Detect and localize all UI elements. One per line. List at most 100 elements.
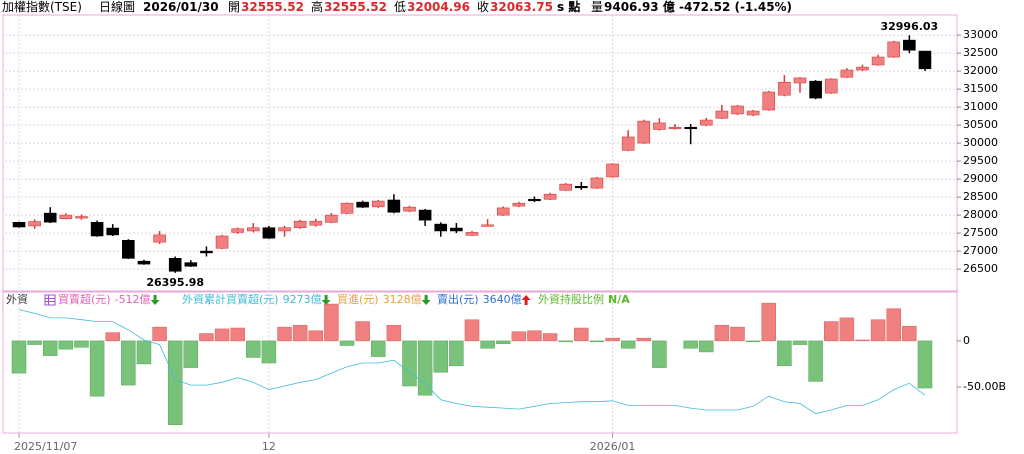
candle-body <box>918 50 932 70</box>
y-tick-label: 31000 <box>963 100 998 113</box>
y-tick-label: 32000 <box>963 64 998 77</box>
candle-body <box>606 163 619 178</box>
candle-body <box>450 227 463 232</box>
field-value: 32555.52 <box>324 0 388 14</box>
bar <box>121 340 136 386</box>
candle-body <box>168 258 182 272</box>
candle-body <box>871 56 885 66</box>
candle-body <box>200 250 213 254</box>
candle-body <box>371 200 385 208</box>
legend-item: 外資持股比例 N/A <box>538 292 630 306</box>
legend-name: 買賣超(元) <box>58 292 111 306</box>
bar <box>808 340 823 382</box>
y-tick-label: 30000 <box>963 136 998 149</box>
bar <box>433 340 448 373</box>
bar <box>199 333 214 342</box>
candle-body <box>59 214 73 220</box>
candle-body <box>184 262 198 267</box>
candle-body <box>543 193 557 200</box>
candle-body <box>231 228 244 233</box>
candle-body <box>481 224 494 227</box>
bar <box>527 330 542 342</box>
period: 日線圖 <box>99 0 136 14</box>
x-tick-label: 2026/01 <box>590 440 636 453</box>
bar <box>152 326 167 342</box>
bar <box>42 340 58 356</box>
field-value: 32004.96 <box>407 0 471 14</box>
bar <box>745 340 761 343</box>
candle-body <box>12 222 26 228</box>
bar <box>870 319 886 342</box>
trend-arrow <box>321 295 331 305</box>
y-tick-label: 33000 <box>963 28 998 41</box>
bar <box>495 340 511 344</box>
high-annotation: 32996.03 <box>880 20 938 33</box>
bar <box>855 339 870 342</box>
candle-body <box>903 39 916 51</box>
bar <box>792 340 808 345</box>
candle-body <box>356 201 369 208</box>
bar <box>636 337 652 342</box>
bar <box>214 328 230 342</box>
candle-body <box>137 260 151 265</box>
bar <box>699 340 714 353</box>
candle-body <box>778 81 791 96</box>
volume: 9406.93 億 <box>604 0 675 14</box>
candle-body <box>715 110 729 119</box>
bar <box>823 321 839 342</box>
candle-body <box>75 216 88 219</box>
legend-item: 買賣超(元) -512億 <box>58 292 160 306</box>
candle-body <box>387 199 401 213</box>
candle-body <box>762 91 776 111</box>
date: 2026/01/30 <box>143 0 219 14</box>
bar <box>277 326 292 342</box>
legend-name: 外資持股比例 <box>538 292 604 306</box>
bar <box>136 340 152 365</box>
candle-body <box>434 223 448 232</box>
bar <box>730 326 745 342</box>
x-tick-label: 2025/11/07 <box>14 440 77 453</box>
candle-body <box>403 206 416 212</box>
legend-value: 3640億 <box>483 293 522 306</box>
candle-body <box>496 207 510 216</box>
candle-body <box>684 126 697 130</box>
bar <box>74 340 89 348</box>
bar <box>167 340 183 425</box>
bar <box>324 303 339 342</box>
low-annotation: 26395.98 <box>146 276 204 289</box>
candle-body <box>215 235 229 249</box>
candle-body <box>809 80 822 99</box>
y-tick-label: 28500 <box>963 190 998 203</box>
bar <box>464 319 480 342</box>
price-panel-frame <box>2 14 958 292</box>
candle-body <box>731 105 744 115</box>
bar <box>58 340 74 350</box>
bar <box>292 324 308 342</box>
field-label: 低 <box>394 0 407 14</box>
y-tick-label: 27500 <box>963 226 998 239</box>
candle-body <box>293 220 307 229</box>
bar <box>574 327 589 342</box>
bar <box>105 332 120 342</box>
candle-body <box>278 227 291 232</box>
legend-item: 買進(元) 3128億 <box>337 293 431 306</box>
legend-value: 3128億 <box>383 293 422 306</box>
bar <box>558 340 573 343</box>
legend-item: 外資累計買賣超(元) 9273億 <box>182 292 331 306</box>
bar <box>27 340 42 345</box>
unit: s 點 <box>557 0 581 14</box>
bar <box>777 340 792 367</box>
candle-body <box>824 78 838 94</box>
y-tick-label: 31500 <box>963 82 998 95</box>
bar <box>261 340 277 364</box>
legend-value: N/A <box>608 293 630 306</box>
legend-name: 賣出(元) <box>437 292 479 306</box>
legend-icon <box>44 294 56 306</box>
bar <box>230 327 245 342</box>
candle-body <box>637 120 651 144</box>
bar <box>371 340 386 357</box>
bar <box>402 340 417 387</box>
bar <box>449 340 464 367</box>
